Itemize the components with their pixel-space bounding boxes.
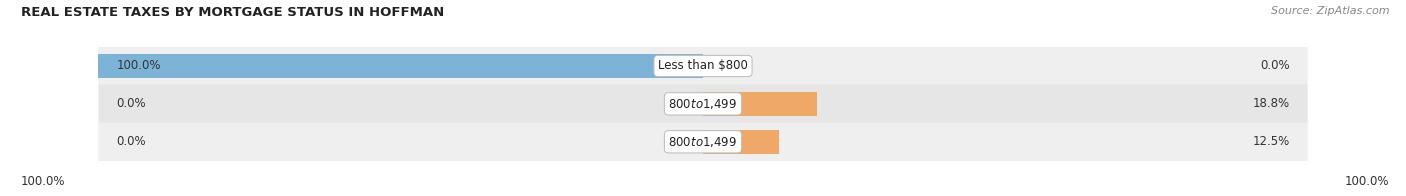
Text: 12.5%: 12.5% <box>1253 135 1289 148</box>
Text: 0.0%: 0.0% <box>1260 60 1289 73</box>
Text: 18.8%: 18.8% <box>1253 97 1289 110</box>
Text: 0.0%: 0.0% <box>117 97 146 110</box>
Text: 0.0%: 0.0% <box>117 135 146 148</box>
FancyBboxPatch shape <box>98 47 1308 85</box>
Text: 100.0%: 100.0% <box>117 60 162 73</box>
Text: $800 to $1,499: $800 to $1,499 <box>668 135 738 149</box>
FancyBboxPatch shape <box>98 122 1308 161</box>
Bar <box>703 92 817 116</box>
FancyBboxPatch shape <box>98 84 1308 123</box>
Text: Source: ZipAtlas.com: Source: ZipAtlas.com <box>1271 6 1389 16</box>
Text: 100.0%: 100.0% <box>21 175 66 188</box>
Text: 100.0%: 100.0% <box>1344 175 1389 188</box>
Text: REAL ESTATE TAXES BY MORTGAGE STATUS IN HOFFMAN: REAL ESTATE TAXES BY MORTGAGE STATUS IN … <box>21 6 444 19</box>
Text: Less than $800: Less than $800 <box>658 60 748 73</box>
Bar <box>98 54 703 78</box>
Bar <box>703 130 779 153</box>
Text: $800 to $1,499: $800 to $1,499 <box>668 97 738 111</box>
